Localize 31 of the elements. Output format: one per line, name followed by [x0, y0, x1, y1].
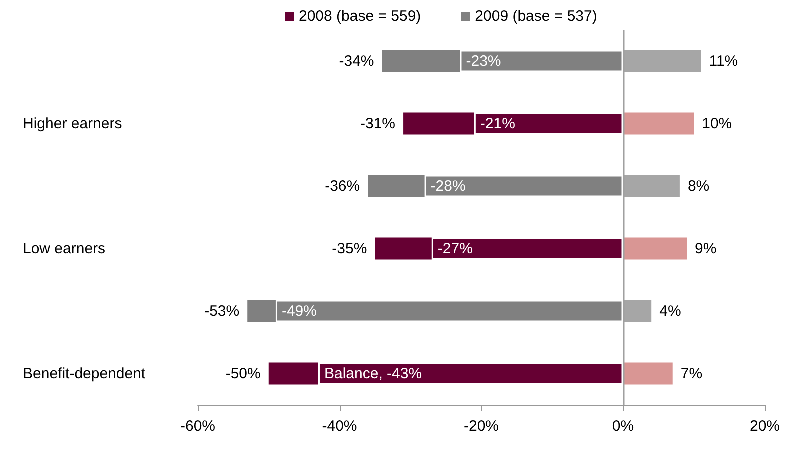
x-tick-label: -60% — [180, 418, 216, 435]
bar — [623, 112, 694, 135]
data-label: -23% — [466, 52, 502, 70]
x-tick-label: 20% — [750, 418, 780, 435]
annotation: -34% — [339, 52, 374, 70]
legend-label: 2008 (base = 559) — [299, 8, 422, 25]
data-label: -21% — [480, 115, 516, 132]
legend-label: 2009 (base = 537) — [475, 8, 598, 25]
data-label: 11% — [709, 52, 738, 70]
annotation: -50% — [226, 365, 261, 382]
data-label: 10% — [702, 115, 732, 132]
y-tick-label: Low earners — [23, 240, 106, 258]
x-tick-label: 0% — [612, 418, 634, 435]
data-label: Balance, -43% — [324, 365, 422, 382]
data-label: 9% — [695, 240, 717, 258]
data-label: -27% — [438, 240, 473, 258]
bar — [623, 238, 688, 260]
y-tick-label: Higher earners — [23, 115, 122, 132]
x-tick-label: -20% — [464, 418, 500, 435]
annotation: -35% — [332, 240, 368, 258]
bar — [623, 362, 673, 385]
data-label: 8% — [688, 178, 710, 195]
data-label: 7% — [680, 365, 703, 382]
data-label: -49% — [282, 302, 317, 320]
data-label: -28% — [430, 178, 466, 195]
annotation: -36% — [325, 178, 360, 195]
y-tick-label: Benefit-dependent — [23, 365, 146, 382]
annotation: -53% — [204, 302, 240, 320]
annotation: -31% — [360, 115, 396, 132]
data-label: 4% — [660, 302, 682, 320]
x-tick-label: -40% — [322, 418, 358, 435]
